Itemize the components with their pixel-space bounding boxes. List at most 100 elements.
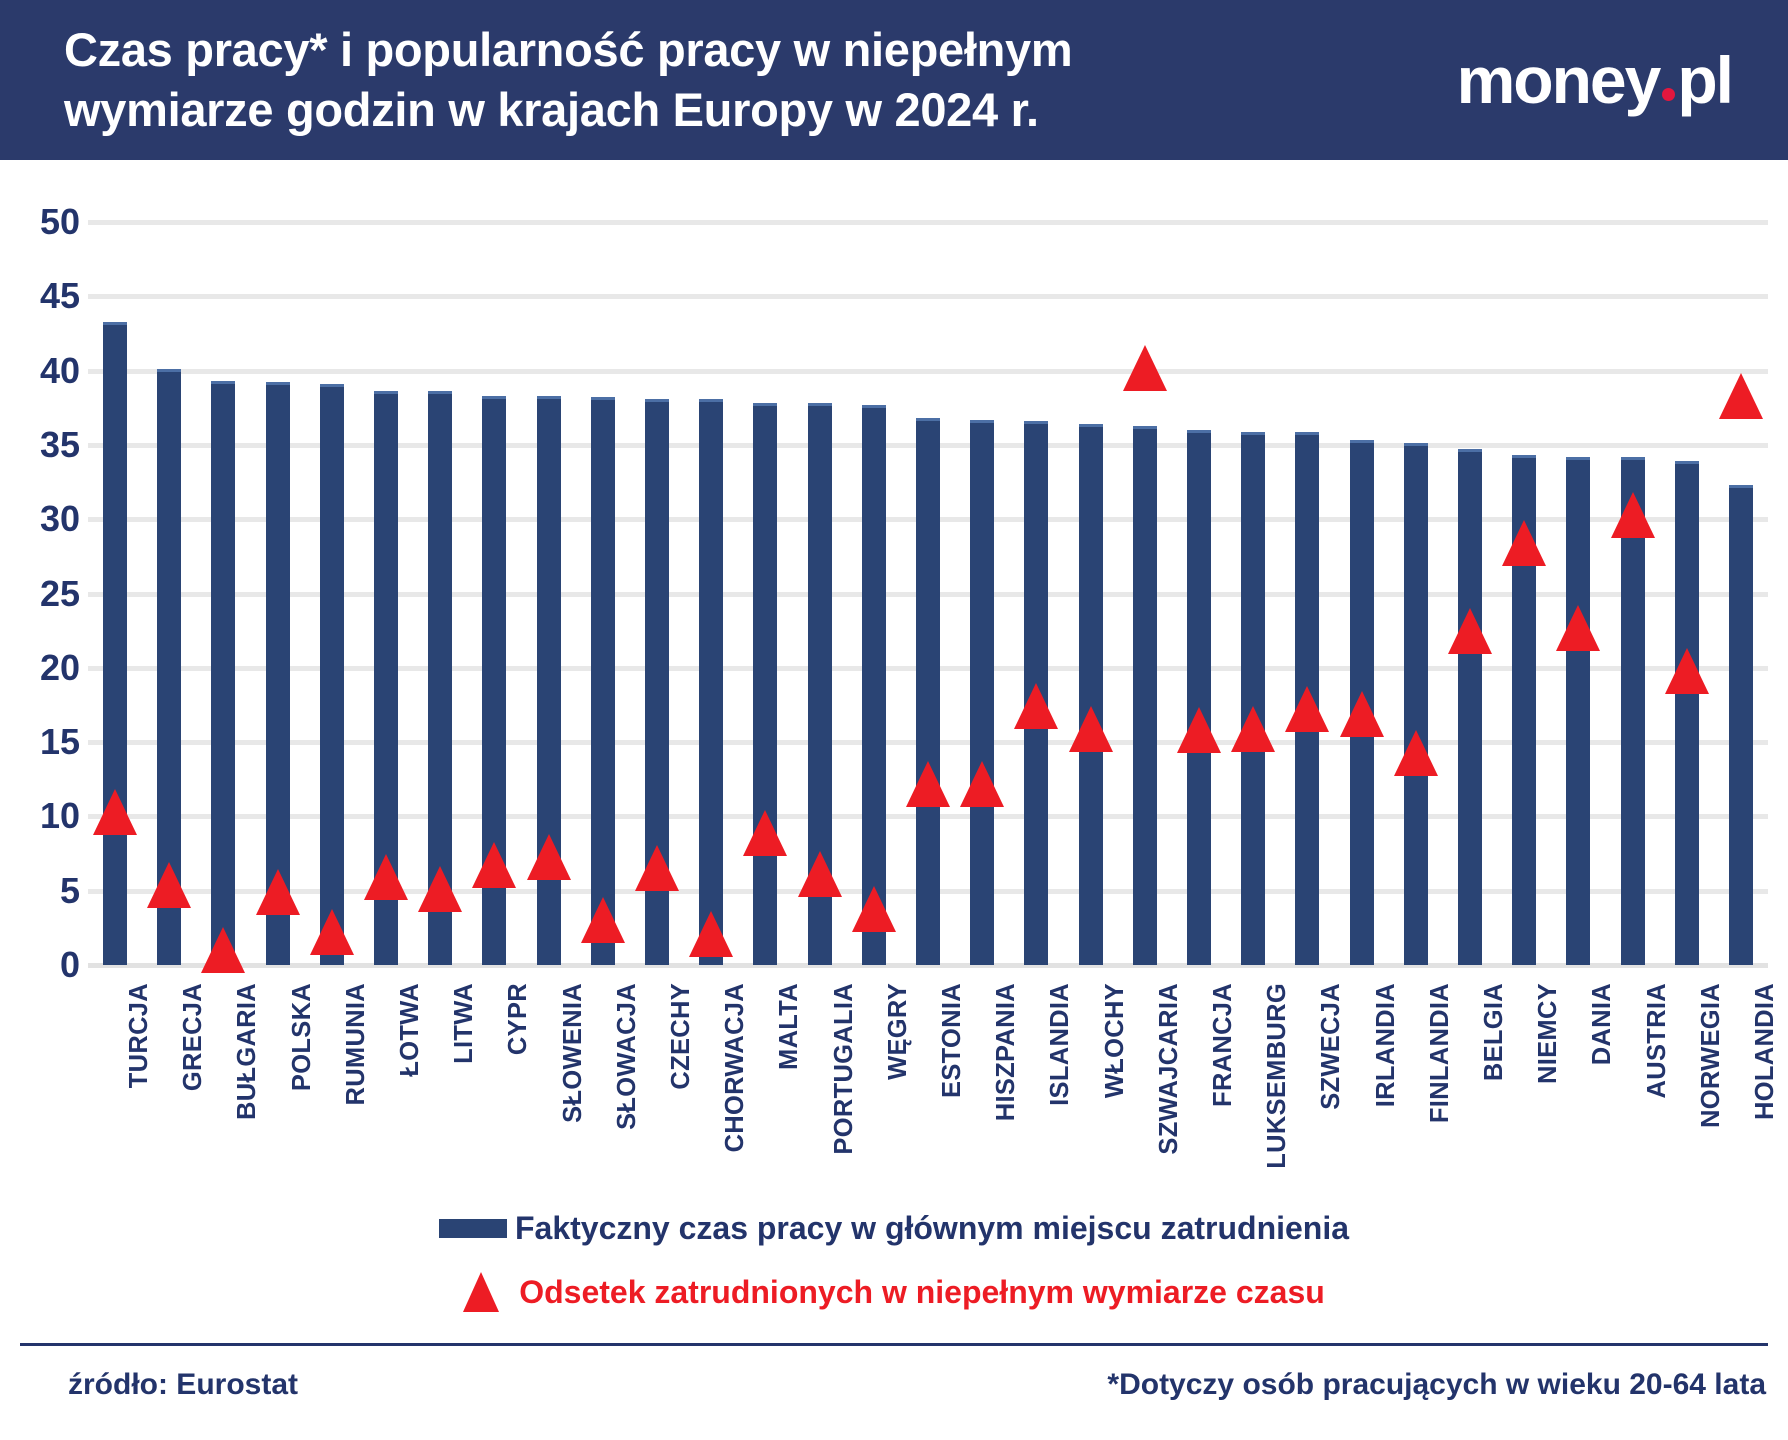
chart-column: FRANCJA [1172, 160, 1237, 1220]
marker-słowacja [580, 897, 625, 944]
gridline [88, 368, 1768, 374]
bar-francja [1186, 430, 1211, 965]
chart-column: AUSTRIA [1605, 160, 1671, 1220]
chart-column: ESTONIA [901, 160, 966, 1220]
chart-column: GRECJA [142, 160, 207, 1220]
bar-malta [753, 403, 778, 965]
marker-rumunia [309, 909, 354, 956]
chart-column: SZWAJCARIA [1118, 160, 1183, 1220]
y-axis-tick-label: 20 [39, 646, 80, 688]
bar-turcja [103, 321, 128, 965]
bar-słowacja [590, 397, 615, 965]
bar-estonia [915, 418, 940, 965]
bars-and-markers-group: TURCJA GRECJA BUŁGARIA POLSKA RUMUNIA ŁOTWA LI… [88, 160, 1779, 1220]
page-title: Czas pracy* i popularność pracy w niepeł… [64, 23, 1073, 136]
y-axis-tick-label: 0 [59, 944, 80, 985]
bar-norwegia [1674, 461, 1699, 965]
marker-holandia [1718, 372, 1763, 419]
bar-rumunia [319, 383, 344, 965]
chart-column: BUŁGARIA [196, 160, 261, 1220]
marker-finlandia [1393, 729, 1438, 776]
gridline [88, 963, 1768, 968]
y-axis-tick-label: 40 [39, 349, 80, 391]
chart-column: SŁOWENIA [522, 160, 587, 1220]
marker-polska [255, 869, 300, 916]
source-label: źródło: Eurostat [68, 1368, 298, 1401]
chart-column: ISLANDIA [1009, 160, 1074, 1220]
chart-column: WŁOCHY [1063, 160, 1129, 1220]
header-banner: Czas pracy* i popularność pracy w niepeł… [0, 0, 1788, 160]
marker-węgry [851, 885, 896, 932]
y-axis-tick-label: 5 [59, 869, 80, 911]
chart-column: CHORWACJA [684, 160, 749, 1220]
bar-słowenia [536, 395, 561, 965]
footer: źródło: Eurostat *Dotyczy osób pracujący… [0, 1368, 1788, 1402]
marker-estonia [905, 760, 950, 807]
bar-holandia [1728, 485, 1753, 965]
bar-finlandia [1403, 443, 1428, 965]
footnote-label: *Dotyczy osób pracujących w wieku 20-64 … [1107, 1368, 1766, 1401]
chart-column: RUMUNIA [305, 160, 370, 1220]
chart-column: SŁOWACJA [576, 160, 641, 1220]
bar-luksemburg [1241, 431, 1266, 965]
chart-column: CYPR [467, 160, 532, 1220]
y-axis-tick-label: 10 [39, 795, 80, 837]
y-axis-tick-label: 25 [39, 572, 80, 614]
chart-column: CZECHY [630, 160, 695, 1220]
chart-column: FINLANDIA [1389, 160, 1454, 1220]
bar-włochy [1078, 424, 1103, 965]
marker-norwegia [1664, 647, 1709, 694]
marker-łotwa [364, 854, 409, 901]
marker-słowenia [526, 833, 571, 880]
bar-belgia [1457, 449, 1482, 965]
marker-islandia [1014, 683, 1059, 730]
marker-malta [743, 809, 788, 856]
chart-column: NORWEGIA [1660, 160, 1725, 1220]
logo-main-text: money [1456, 43, 1662, 117]
bar-chorwacja [699, 398, 724, 965]
chart-plot-area: 0 5 10 15 20 25 30 35 40 45 50 TURCJA GRECJA BUŁGARI… [0, 160, 1788, 1220]
y-axis-tick-label: 15 [39, 721, 80, 763]
legend-bar-label: Faktyczny czas pracy w głównym miejscu z… [514, 1210, 1350, 1246]
bar-dania [1566, 456, 1591, 965]
chart-column: NIEMCY [1497, 160, 1562, 1220]
marker-portugalia [797, 851, 842, 898]
chart-column: PORTUGALIA [793, 160, 858, 1220]
y-axis-tick-label: 45 [39, 275, 80, 317]
chart-column: HOLANDIA [1714, 160, 1779, 1220]
marker-chorwacja [689, 910, 734, 957]
legend-marker-label: Odsetek zatrudnionych w niepełnym wymiar… [519, 1273, 1325, 1310]
gridline [88, 220, 1768, 225]
legend-item-bars: Faktyczny czas pracy w głównym miejscu z… [0, 1210, 1788, 1247]
marker-dania [1556, 604, 1601, 651]
chart-column: BELGIA [1443, 160, 1508, 1220]
logo-suffix-text: pl [1677, 43, 1734, 117]
marker-belgia [1447, 607, 1492, 654]
chart-column: SZWECJA [1280, 160, 1345, 1220]
bar-węgry [861, 404, 886, 965]
chart-column: IRLANDIA [1334, 160, 1400, 1220]
y-axis-tick-label: 30 [39, 498, 80, 540]
footer-divider [20, 1343, 1768, 1346]
bar-polska [265, 382, 290, 965]
chart-column: DANIA [1551, 160, 1616, 1220]
marker-luksemburg [1231, 705, 1276, 752]
bar-hiszpania [970, 419, 995, 965]
chart-column: MALTA [738, 160, 803, 1220]
bar-bułgaria [211, 381, 236, 965]
chart-column: POLSKA [251, 160, 316, 1220]
logo-dot-icon [1662, 88, 1676, 101]
marker-bułgaria [201, 927, 246, 974]
gridline [88, 294, 1768, 300]
marker-hiszpania [960, 760, 1005, 807]
legend-bar-swatch-icon [438, 1219, 507, 1238]
chart-column: HISZPANIA [955, 160, 1020, 1220]
marker-niemcy [1502, 519, 1547, 566]
y-axis-tick-label: 50 [39, 201, 80, 242]
legend-triangle-swatch-icon [463, 1272, 500, 1312]
marker-szwecja [1285, 686, 1330, 733]
chart-column: ŁOTWA [359, 160, 424, 1220]
bar-austria [1620, 456, 1645, 965]
marker-szwajcaria [1122, 344, 1167, 391]
chart-column: TURCJA [88, 160, 153, 1220]
